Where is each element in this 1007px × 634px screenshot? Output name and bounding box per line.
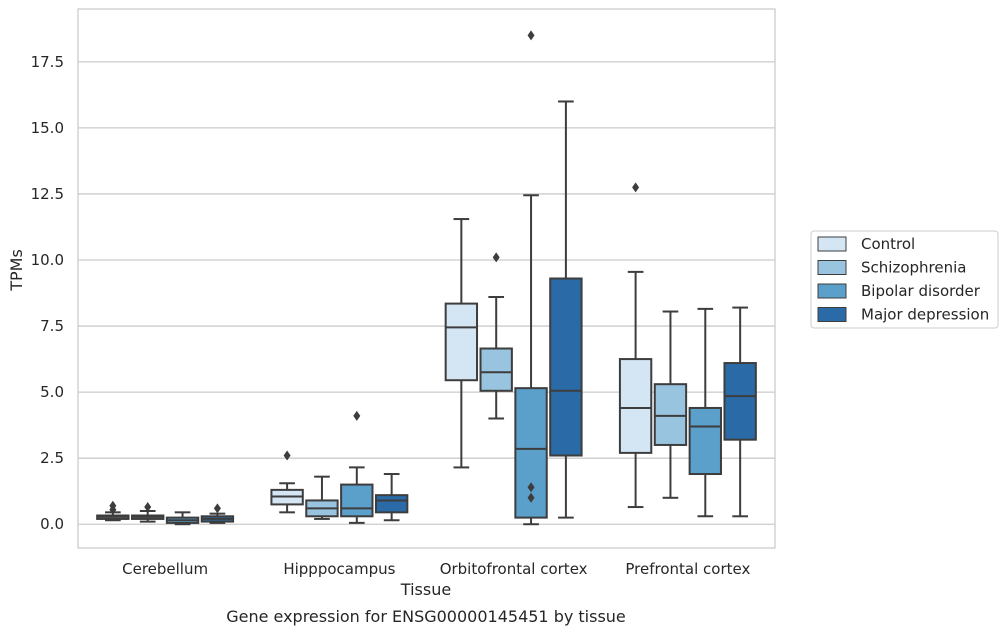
outlier-point (632, 182, 640, 193)
legend-label: Control (861, 235, 915, 253)
box-bipolar-disorder (514, 30, 548, 526)
box-iqr (618, 358, 653, 454)
box-bipolar-disorder (165, 511, 200, 526)
box-major-depression (200, 503, 235, 524)
box-control (618, 182, 653, 509)
outlier-point (283, 450, 291, 461)
boxes-layer (96, 30, 757, 526)
outlier-point (527, 30, 535, 41)
y-tick-label: 10.0 (31, 251, 64, 269)
legend-frame (810, 230, 999, 329)
box-iqr (549, 277, 583, 457)
box-control (444, 218, 479, 469)
box-iqr (340, 483, 374, 518)
legend-swatch (817, 260, 847, 275)
legend-label: Bipolar disorder (861, 282, 981, 300)
y-axis-ticks: 0.0 2.5 5.0 7.5 10.0 12.5 15.0 17.5 (31, 53, 64, 533)
y-axis-label: TPMs (7, 249, 26, 292)
outlier-point (492, 252, 500, 263)
outlier-point (527, 482, 535, 493)
box-bipolar-disorder (340, 410, 374, 524)
y-tick-label: 2.5 (40, 449, 64, 467)
box-iqr (479, 347, 513, 392)
chart-caption: Gene expression for ENSG00000145451 by t… (226, 607, 626, 626)
legend-label: Schizophrenia (861, 259, 966, 277)
x-tick-label: Orbitofrontal cortex (440, 560, 588, 578)
box-major-depression (723, 306, 757, 518)
y-grid-lines (78, 61, 775, 525)
legend: Control Schizophrenia Bipolar disorder Majo… (810, 230, 999, 329)
outlier-point (144, 502, 152, 513)
x-tick-label: Hipppocampus (283, 560, 395, 578)
y-tick-label: 7.5 (40, 317, 64, 335)
box-iqr (444, 302, 479, 382)
legend-swatch (817, 283, 847, 299)
box-major-depression (549, 100, 583, 519)
y-tick-label: 5.0 (40, 383, 64, 401)
outlier-point (109, 500, 117, 511)
box-iqr (374, 494, 409, 514)
box-iqr (723, 362, 757, 441)
y-tick-label: 0.0 (40, 515, 64, 533)
x-axis-ticks: Cerebellum Hipppocampus Orbitofrontal cort… (122, 560, 750, 578)
box-control (270, 450, 304, 514)
box-iqr (653, 383, 688, 446)
box-schizophrenia (305, 475, 339, 520)
box-schizophrenia (653, 310, 688, 499)
y-tick-label: 15.0 (31, 119, 64, 137)
legend-label: Major depression (861, 306, 989, 324)
x-tick-label: Prefrontal cortex (625, 560, 750, 578)
box-major-depression (374, 473, 409, 522)
box-bipolar-disorder (688, 307, 722, 518)
outlier-point (353, 410, 361, 421)
box-schizophrenia (131, 502, 165, 523)
legend-swatch (817, 236, 847, 252)
box-schizophrenia (479, 252, 513, 420)
x-axis-label: Tissue (400, 580, 451, 599)
box-control (96, 500, 130, 522)
box-iqr (688, 406, 722, 476)
outlier-point (213, 503, 221, 514)
plot-area-frame (77, 8, 776, 549)
legend-swatch (817, 307, 847, 322)
x-tick-label: Cerebellum (122, 560, 208, 578)
y-tick-label: 12.5 (31, 185, 64, 203)
outlier-point (527, 492, 535, 503)
y-tick-label: 17.5 (31, 53, 64, 71)
